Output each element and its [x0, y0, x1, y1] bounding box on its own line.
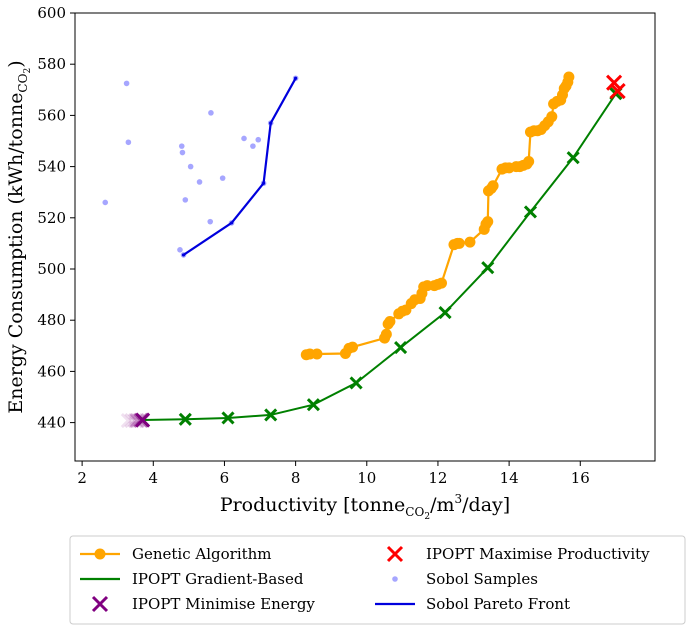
- legend-label: Sobol Samples: [426, 570, 538, 588]
- sobol-sample-point: [182, 197, 189, 203]
- legend: Genetic Algorithm IPOPT Gradient-Based IPO…: [69, 535, 686, 625]
- ga-point: [523, 155, 535, 167]
- pareto-front-point: [229, 221, 234, 225]
- ipopt-point: [349, 376, 363, 390]
- x-tick-label: 2: [77, 469, 87, 487]
- ipopt-point: [566, 151, 580, 165]
- series-ipopt-maximise-productivity: [606, 74, 626, 100]
- ga-point: [436, 277, 448, 289]
- ga-point: [546, 111, 558, 123]
- x-tick-label: 12: [428, 469, 447, 487]
- min-energy-point: [129, 412, 145, 429]
- ga-point: [487, 180, 499, 192]
- y-tick-label: 480: [37, 311, 66, 329]
- series-ipopt-minimise-energy: [120, 412, 151, 429]
- ga-point: [311, 348, 323, 360]
- plot-frame: [74, 12, 656, 462]
- ipopt-line: [142, 93, 617, 422]
- legend-label: Genetic Algorithm: [132, 545, 272, 563]
- y-tick-label: 540: [37, 158, 66, 176]
- x-tick-label: 16: [571, 469, 590, 487]
- x-tick-label: 8: [291, 469, 301, 487]
- legend-swatch-x: [91, 595, 109, 613]
- y-tick-label: 560: [37, 106, 66, 124]
- y-tick-label: 500: [37, 260, 66, 278]
- x-tick-label: 14: [500, 469, 519, 487]
- series-layer: [102, 71, 626, 429]
- series-genetic-algorithm: [300, 71, 575, 361]
- legend-item: IPOPT Minimise Energy: [91, 595, 315, 613]
- y-tick-label: 600: [37, 4, 66, 22]
- sobol-sample-point: [196, 179, 203, 185]
- y-axis-label: Energy Consumption (kWh/tonneCO2): [5, 60, 33, 413]
- ga-point: [482, 216, 494, 228]
- legend-swatch-marker: [94, 548, 106, 560]
- ticks-layer: 2 4 6 8 10 12 14 16 440 460 480 500 520 540 560 580 600: [37, 4, 589, 487]
- series-sobol-pareto-front: [181, 76, 298, 257]
- ipopt-point: [221, 411, 235, 425]
- y-tick-label: 440: [37, 414, 66, 432]
- series-sobol-samples: [102, 75, 299, 258]
- series-clip-group: [102, 71, 626, 429]
- legend-item: Sobol Samples: [392, 570, 538, 588]
- pareto-front-point: [181, 253, 186, 257]
- legend-swatch-x: [386, 545, 404, 563]
- legend-item: Sobol Pareto Front: [375, 595, 570, 613]
- series-ipopt-gradient-based: [136, 87, 623, 427]
- ga-line: [306, 76, 570, 356]
- ga-point: [347, 341, 359, 353]
- sobol-sample-point: [179, 149, 186, 156]
- sobol-sample-point: [102, 199, 109, 206]
- x-tick-label: 4: [149, 469, 159, 487]
- pareto-front-line: [182, 77, 297, 256]
- sobol-sample-point: [187, 163, 194, 170]
- pareto-front-point: [261, 181, 266, 185]
- sobol-sample-point: [250, 143, 256, 149]
- ipopt-point: [306, 398, 320, 412]
- ga-point: [380, 328, 392, 340]
- sobol-sample-point: [207, 218, 214, 225]
- ga-point: [563, 71, 575, 83]
- legend-item: Genetic Algorithm: [80, 545, 272, 563]
- ga-point: [464, 236, 476, 248]
- legend-label: IPOPT Gradient-Based: [132, 570, 304, 588]
- legend-label: IPOPT Minimise Energy: [132, 595, 315, 613]
- sobol-sample-point: [255, 136, 262, 143]
- max-productivity-point: [606, 74, 623, 91]
- sobol-sample-point: [178, 143, 185, 149]
- x-axis-label: Productivity [tonneCO2/m3/day]: [220, 492, 510, 522]
- y-tick-label: 460: [37, 362, 66, 380]
- ipopt-point: [178, 412, 192, 426]
- ipopt-point: [481, 261, 495, 275]
- pareto-front-point: [294, 76, 298, 80]
- ipopt-point: [438, 305, 452, 320]
- y-tick-label: 580: [37, 55, 66, 73]
- sobol-sample-point: [241, 135, 247, 142]
- max-productivity-point: [609, 83, 626, 100]
- legend-item: IPOPT Gradient-Based: [80, 570, 304, 588]
- x-tick-label: 6: [220, 469, 230, 487]
- sobol-sample-point: [125, 139, 132, 146]
- ipopt-point: [394, 341, 408, 355]
- legend-swatch-dot: [392, 576, 398, 582]
- sobol-sample-point: [177, 247, 183, 253]
- legend-label: IPOPT Maximise Productivity: [426, 545, 650, 563]
- legend-box: [69, 535, 686, 625]
- y-tick-label: 520: [37, 209, 66, 227]
- ipopt-point: [264, 408, 278, 422]
- sobol-sample-point: [208, 110, 214, 116]
- x-tick-label: 10: [357, 469, 376, 487]
- legend-label: Sobol Pareto Front: [426, 595, 570, 613]
- sobol-sample-point: [219, 175, 226, 181]
- pareto-front-point: [269, 121, 273, 125]
- min-energy-point: [135, 412, 151, 428]
- ga-point: [453, 237, 465, 249]
- min-energy-point: [120, 412, 136, 429]
- sobol-sample-point: [123, 80, 130, 87]
- legend-item: IPOPT Maximise Productivity: [386, 545, 650, 563]
- ipopt-point: [523, 205, 538, 219]
- ga-point: [384, 315, 396, 327]
